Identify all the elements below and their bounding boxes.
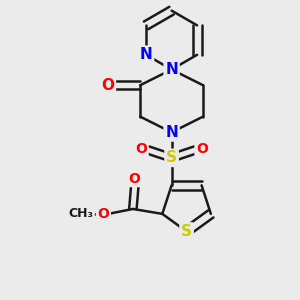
Text: O: O [128, 172, 140, 185]
Text: S: S [166, 150, 177, 165]
Text: N: N [165, 125, 178, 140]
Text: O: O [101, 78, 114, 93]
Text: N: N [165, 62, 178, 77]
Text: N: N [140, 47, 152, 62]
Text: CH₃: CH₃ [68, 207, 93, 220]
Text: O: O [98, 207, 110, 221]
Text: S: S [181, 224, 192, 239]
Text: O: O [135, 142, 147, 156]
Text: O: O [196, 142, 208, 156]
